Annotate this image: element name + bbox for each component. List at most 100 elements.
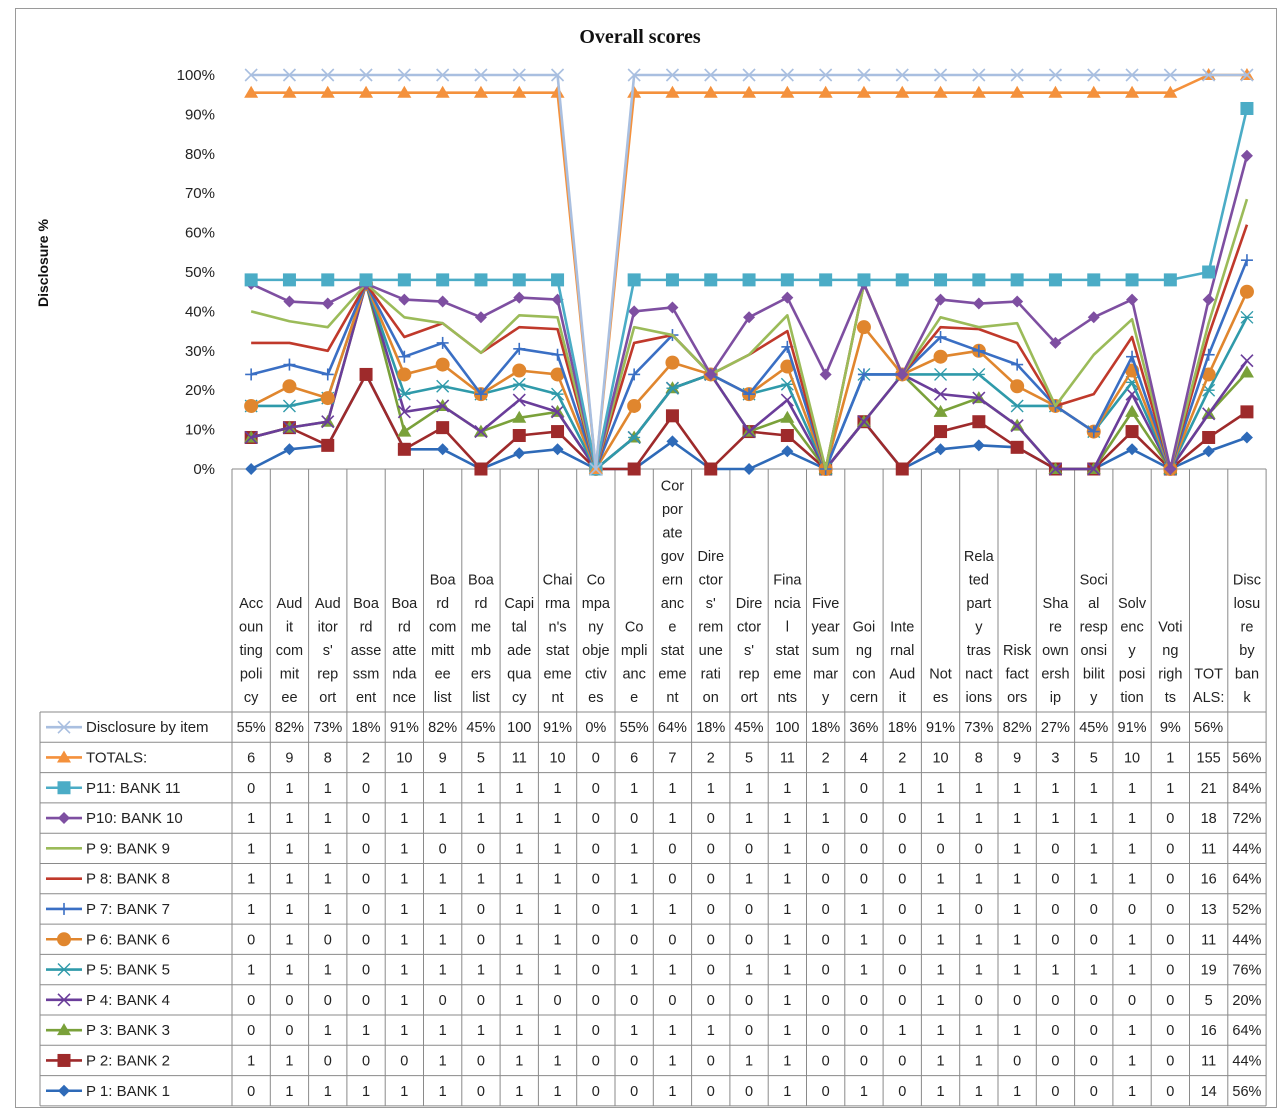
category-label: onsi — [1080, 643, 1107, 659]
data-point — [857, 368, 870, 381]
marker-shape — [282, 85, 297, 98]
category-label: l — [786, 620, 789, 636]
data-point — [551, 273, 565, 287]
table-cell: 72% — [1232, 811, 1261, 827]
category-label: re — [1240, 620, 1253, 636]
data-point — [512, 410, 527, 423]
marker-shape — [513, 291, 526, 304]
category-label: Fina — [773, 573, 802, 589]
table-cell: 1 — [1128, 781, 1136, 797]
data-point — [244, 68, 258, 82]
table-cell: 1 — [745, 811, 753, 827]
table-cell: 5 — [745, 750, 753, 766]
marker-shape — [742, 273, 756, 287]
category-label: ncia — [774, 596, 802, 612]
category-label: atte — [392, 643, 416, 659]
table-cell: 1 — [515, 932, 523, 948]
data-point — [1086, 85, 1101, 98]
data-point — [397, 405, 411, 419]
table-cell: 0 — [1166, 1084, 1174, 1100]
data-point — [321, 297, 334, 310]
table-cell: 0 — [400, 1053, 408, 1069]
category-label: ng — [1162, 643, 1178, 659]
table-row-label: P 1: BANK 1 — [86, 1083, 170, 1100]
table-cell: 18% — [888, 720, 917, 736]
table-cell: 1 — [400, 902, 408, 918]
data-point — [628, 305, 641, 318]
marker-stroke — [550, 405, 565, 419]
category-label: on — [703, 690, 719, 706]
category-label: qua — [507, 667, 532, 683]
data-point — [1010, 440, 1024, 454]
marker-shape — [666, 435, 679, 448]
data-point — [1126, 350, 1139, 363]
table-cell: 18% — [696, 720, 725, 736]
data-point — [436, 421, 450, 435]
table-cell: 0 — [362, 932, 370, 948]
data-point — [1202, 68, 1216, 82]
table-cell: 0 — [1166, 841, 1174, 857]
table-cell: 0 — [630, 1084, 638, 1100]
table-cell: 91% — [1118, 720, 1147, 736]
marker-shape — [320, 85, 335, 98]
table-cell: 1 — [630, 781, 638, 797]
table-cell: 0 — [822, 902, 830, 918]
data-point — [1087, 425, 1100, 438]
category-label: ting — [239, 643, 262, 659]
table-cell: 1 — [745, 781, 753, 797]
data-point — [781, 291, 794, 304]
marker-shape — [244, 398, 259, 413]
data-point — [1240, 68, 1254, 82]
category-label: Aud — [889, 667, 915, 683]
table-cell: 0 — [668, 872, 676, 888]
category-label: Boa — [353, 596, 380, 612]
table-cell: 73% — [313, 720, 342, 736]
series-0 — [244, 68, 1254, 476]
data-point — [1163, 273, 1177, 287]
table-cell: 0 — [362, 993, 370, 1009]
data-point — [1010, 419, 1024, 433]
table-cell: 0 — [860, 993, 868, 1009]
data-point — [282, 273, 296, 287]
data-point — [244, 85, 259, 98]
table-cell: 0 — [1051, 1053, 1059, 1069]
table-cell: 1 — [400, 1023, 408, 1039]
data-point — [972, 68, 986, 82]
table-cell: 45% — [1079, 720, 1108, 736]
table-cell: 1 — [439, 963, 447, 979]
marker-shape — [666, 301, 679, 314]
table-cell: 0 — [477, 932, 485, 948]
data-point — [397, 424, 412, 437]
table-cell: 16 — [1201, 872, 1217, 888]
category-label: y — [1128, 643, 1136, 659]
y-tick-label: 10% — [185, 422, 215, 439]
table-cell: 3 — [1051, 750, 1059, 766]
category-label: sum — [812, 643, 839, 659]
table-cell: 0 — [822, 1053, 830, 1069]
table-cell: 100 — [775, 720, 799, 736]
table-cell: 1 — [707, 1023, 715, 1039]
table-cell: 1 — [324, 902, 332, 918]
table-cell: 0 — [898, 872, 906, 888]
category-label: mpa — [582, 596, 611, 612]
table-cell: 0 — [745, 1023, 753, 1039]
table-cell: 0 — [668, 841, 676, 857]
marker-shape — [665, 273, 679, 287]
category-label: es — [933, 690, 948, 706]
table-cell: 1 — [324, 1084, 332, 1100]
marker-shape — [780, 85, 795, 98]
category-label: mar — [813, 667, 838, 683]
table-cell: 1 — [668, 781, 676, 797]
category-label: by — [1239, 643, 1255, 659]
category-label: Co — [587, 573, 606, 589]
category-label: resp — [1080, 620, 1108, 636]
legend-key-marker — [58, 902, 70, 915]
category-label: nce — [393, 690, 416, 706]
data-point — [321, 68, 335, 82]
category-label: s' — [744, 643, 754, 659]
table-cell: 0 — [477, 1053, 485, 1069]
table-cell: 1 — [554, 872, 562, 888]
table-cell: 27% — [1041, 720, 1070, 736]
marker-shape — [1240, 405, 1254, 419]
table-row-label: P10: BANK 10 — [86, 810, 183, 827]
